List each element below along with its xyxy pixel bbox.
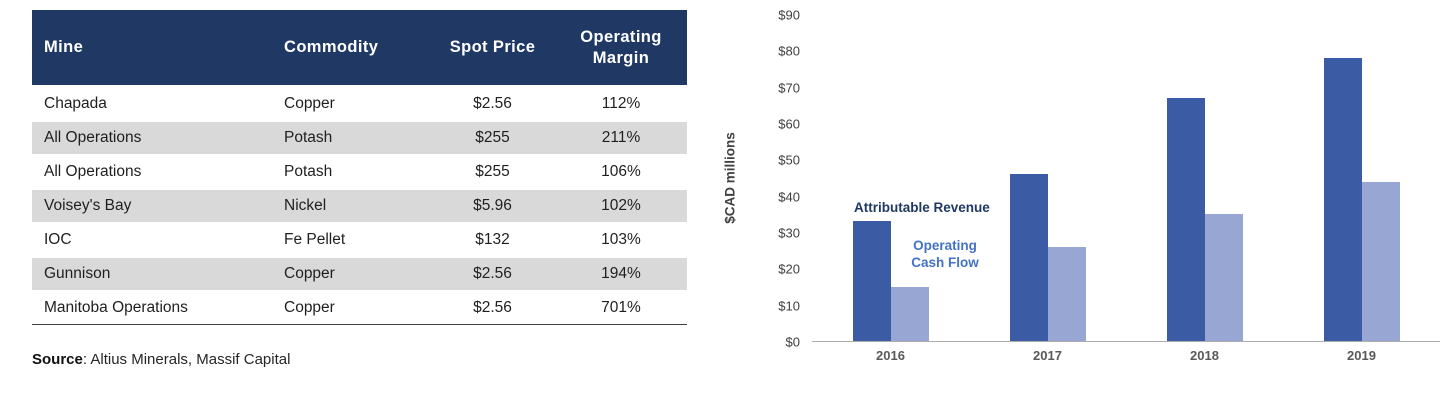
y-tick-label: $40 [778,189,800,205]
table-row: Chapada Copper $2.56 112% [32,87,687,122]
table-row: Manitoba Operations Copper $2.56 701% [32,291,687,325]
bar-operating-cash-flow-2018 [1204,214,1243,341]
cell-commodity: Copper [284,299,335,317]
bar-attributable-revenue-2018 [1166,98,1205,341]
cell-commodity: Copper [284,95,335,113]
y-tick-label: $90 [778,7,800,23]
bar-group-2018 [1126,15,1283,341]
cell-spot-price: $2.56 [473,95,512,113]
cell-spot-price: $132 [475,231,510,249]
cell-commodity: Potash [284,129,333,147]
cell-mine: Gunnison [44,265,111,283]
cell-operating-margin: 211% [601,129,641,147]
source-text: : Altius Minerals, Massif Capital [82,351,291,369]
table-row: All Operations Potash $255 106% [32,155,687,190]
source-label: Source [32,351,83,369]
mine-table: Mine Commodity Spot Price Operating Marg… [32,10,687,325]
cell-mine: Voisey's Bay [44,197,132,215]
cell-mine: IOC [44,231,72,249]
cell-commodity: Fe Pellet [284,231,346,249]
bar-attributable-revenue-2017 [1009,174,1048,341]
table-row: All Operations Potash $255 211% [32,121,687,156]
y-tick-label: $30 [778,225,800,241]
cell-spot-price: $255 [475,129,510,147]
y-axis-title: $CAD millions [722,132,738,224]
cell-spot-price: $2.56 [473,265,512,283]
table-row: IOC Fe Pellet $132 103% [32,223,687,258]
table-header-row: Mine Commodity Spot Price Operating Marg… [32,10,687,87]
source-note: Source: Altius Minerals, Massif Capital [32,351,700,368]
y-tick-label: $60 [778,116,800,132]
x-tick-label: 2019 [1347,348,1376,363]
header-spot-price: Spot Price [430,10,555,87]
cell-mine: Manitoba Operations [44,299,188,317]
bar-attributable-revenue-2016 [852,221,891,341]
x-axis: 2016 2017 2018 2019 [812,348,1440,363]
y-tick-label: $10 [778,298,800,314]
annotation-attributable-revenue: Attributable Revenue [854,200,990,215]
cell-spot-price: $255 [475,163,510,181]
cell-operating-margin: 103% [601,231,641,249]
cell-commodity: Copper [284,265,335,283]
header-operating-margin: Operating Margin [555,10,687,87]
cell-operating-margin: 112% [601,95,641,113]
cell-mine: All Operations [44,163,142,181]
cell-commodity: Potash [284,163,333,181]
y-axis: $0 $10 $20 $30 $40 $50 $60 $70 $80 $90 [758,8,800,350]
table-row: Voisey's Bay Nickel $5.96 102% [32,189,687,224]
bar-group-2017 [969,15,1126,341]
y-tick-label: $70 [778,80,800,96]
cell-commodity: Nickel [284,197,327,215]
annotation-operating-cash-flow: Operating Cash Flow [911,238,979,270]
table-body: Chapada Copper $2.56 112% All Operations… [32,87,687,325]
bar-operating-cash-flow-2019 [1361,181,1400,341]
cell-operating-margin: 102% [601,197,641,215]
cell-spot-price: $5.96 [473,197,512,215]
chart-panel: $CAD millions $0 $10 $20 $30 $40 $50 $60 $70 $80… [700,0,1448,406]
x-tick-label: 2016 [876,348,905,363]
header-mine: Mine [32,10,272,87]
cell-operating-margin: 106% [601,163,641,181]
y-tick-label: $50 [778,152,800,168]
y-tick-label: $20 [778,261,800,277]
bar-chart: $CAD millions $0 $10 $20 $30 $40 $50 $60 $70 $80… [700,0,1448,406]
table-header: Mine Commodity Spot Price Operating Marg… [32,10,687,87]
bar-group-2016 [812,15,969,341]
header-commodity: Commodity [272,10,430,87]
cell-mine: All Operations [44,129,142,147]
bar-attributable-revenue-2019 [1323,58,1362,341]
cell-spot-price: $2.56 [473,299,512,317]
x-tick-label: 2018 [1190,348,1219,363]
x-tick-label: 2017 [1033,348,1062,363]
mine-table-panel: Mine Commodity Spot Price Operating Marg… [0,0,700,406]
table-row: Gunnison Copper $2.56 194% [32,257,687,292]
bar-operating-cash-flow-2016 [890,286,929,341]
cell-operating-margin: 701% [601,299,641,317]
y-tick-label: $80 [778,43,800,59]
bar-operating-cash-flow-2017 [1047,246,1086,341]
plot-area: Attributable Revenue Operating Cash Flow [812,15,1440,342]
bar-group-2019 [1283,15,1440,341]
cell-operating-margin: 194% [601,265,641,283]
cell-mine: Chapada [44,95,107,113]
y-tick-label: $0 [785,334,800,350]
